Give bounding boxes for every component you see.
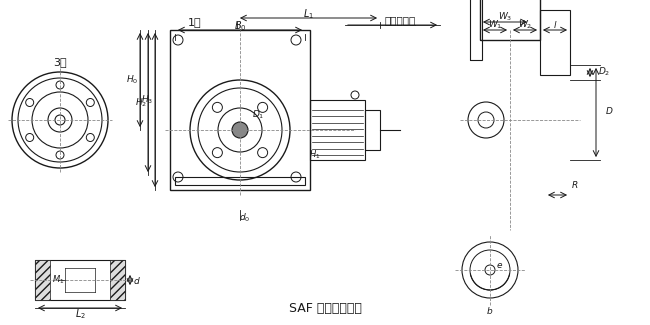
Bar bbox=[110, 260, 125, 300]
Text: $H_2$: $H_2$ bbox=[135, 96, 147, 109]
Bar bbox=[540, 10, 570, 75]
Text: SAF 型蜗杆减速器: SAF 型蜗杆减速器 bbox=[289, 302, 361, 315]
Bar bbox=[35, 260, 125, 300]
Text: $H_0$: $H_0$ bbox=[126, 74, 138, 86]
Bar bbox=[170, 30, 310, 190]
Text: $H_1$: $H_1$ bbox=[309, 149, 320, 161]
Text: $L_2$: $L_2$ bbox=[75, 307, 86, 321]
Text: $b$: $b$ bbox=[486, 305, 493, 316]
Circle shape bbox=[232, 122, 248, 138]
Text: 1型: 1型 bbox=[188, 17, 202, 27]
Bar bbox=[175, 177, 305, 185]
Text: $H_3$: $H_3$ bbox=[141, 94, 153, 106]
Text: $L_1$: $L_1$ bbox=[303, 7, 314, 21]
Bar bbox=[480, 0, 540, 40]
Bar bbox=[310, 100, 365, 160]
Text: $D$: $D$ bbox=[605, 105, 614, 115]
Bar bbox=[470, 0, 482, 60]
Text: $B_0$: $B_0$ bbox=[234, 19, 246, 33]
Bar bbox=[365, 110, 380, 150]
Text: 3型: 3型 bbox=[53, 57, 67, 67]
Text: $D_1$: $D_1$ bbox=[252, 109, 264, 121]
Text: $W_3$: $W_3$ bbox=[498, 11, 512, 23]
Text: $R$: $R$ bbox=[571, 179, 578, 190]
Text: $W_1$: $W_1$ bbox=[488, 19, 502, 31]
Bar bbox=[35, 260, 50, 300]
Text: $d$: $d$ bbox=[133, 275, 141, 285]
Text: $D_2$: $D_2$ bbox=[598, 66, 610, 78]
Text: $e$: $e$ bbox=[497, 261, 504, 269]
Text: $W_2$: $W_2$ bbox=[518, 19, 532, 31]
Text: 按电机尺寸: 按电机尺寸 bbox=[384, 15, 415, 25]
Text: $l$: $l$ bbox=[552, 20, 557, 31]
Text: $M_1$: $M_1$ bbox=[52, 274, 64, 286]
Text: $d_0$: $d_0$ bbox=[239, 212, 251, 224]
